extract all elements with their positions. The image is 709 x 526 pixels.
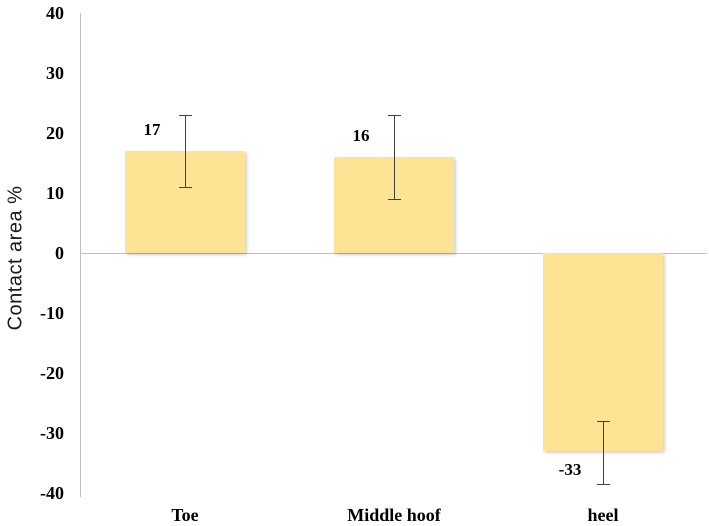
error-bar-cap-top	[179, 115, 192, 116]
y-tick-label: -20	[40, 363, 64, 383]
y-tick-label: 30	[46, 63, 64, 83]
y-tick-label: -10	[40, 303, 64, 323]
error-bar-cap-bottom	[597, 484, 610, 485]
y-tick-label: 0	[55, 243, 64, 263]
error-bar-line	[185, 115, 186, 187]
bar-heel	[543, 253, 663, 451]
y-tick-label: -40	[40, 483, 64, 503]
data-label-toe: 17	[143, 120, 161, 139]
error-bar-cap-top	[388, 115, 401, 116]
zero-line	[80, 253, 707, 254]
category-label-toe: Toe	[171, 505, 199, 525]
error-bar-line	[603, 421, 604, 484]
error-bar-cap-bottom	[179, 187, 192, 188]
category-label-middle-hoof: Middle hoof	[347, 505, 441, 525]
error-bar-line	[394, 115, 395, 199]
data-label-middle-hoof: 16	[352, 126, 370, 145]
error-bar-cap-top	[597, 421, 610, 422]
y-tick-label: -30	[40, 423, 64, 443]
y-tick-label: 40	[46, 3, 64, 23]
category-label-heel: heel	[587, 505, 619, 525]
data-label-heel: -33	[558, 460, 582, 479]
error-bar-cap-bottom	[388, 199, 401, 200]
y-axis-line	[80, 13, 81, 497]
y-tick-label: 10	[46, 183, 64, 203]
y-tick-label: 20	[46, 123, 64, 143]
